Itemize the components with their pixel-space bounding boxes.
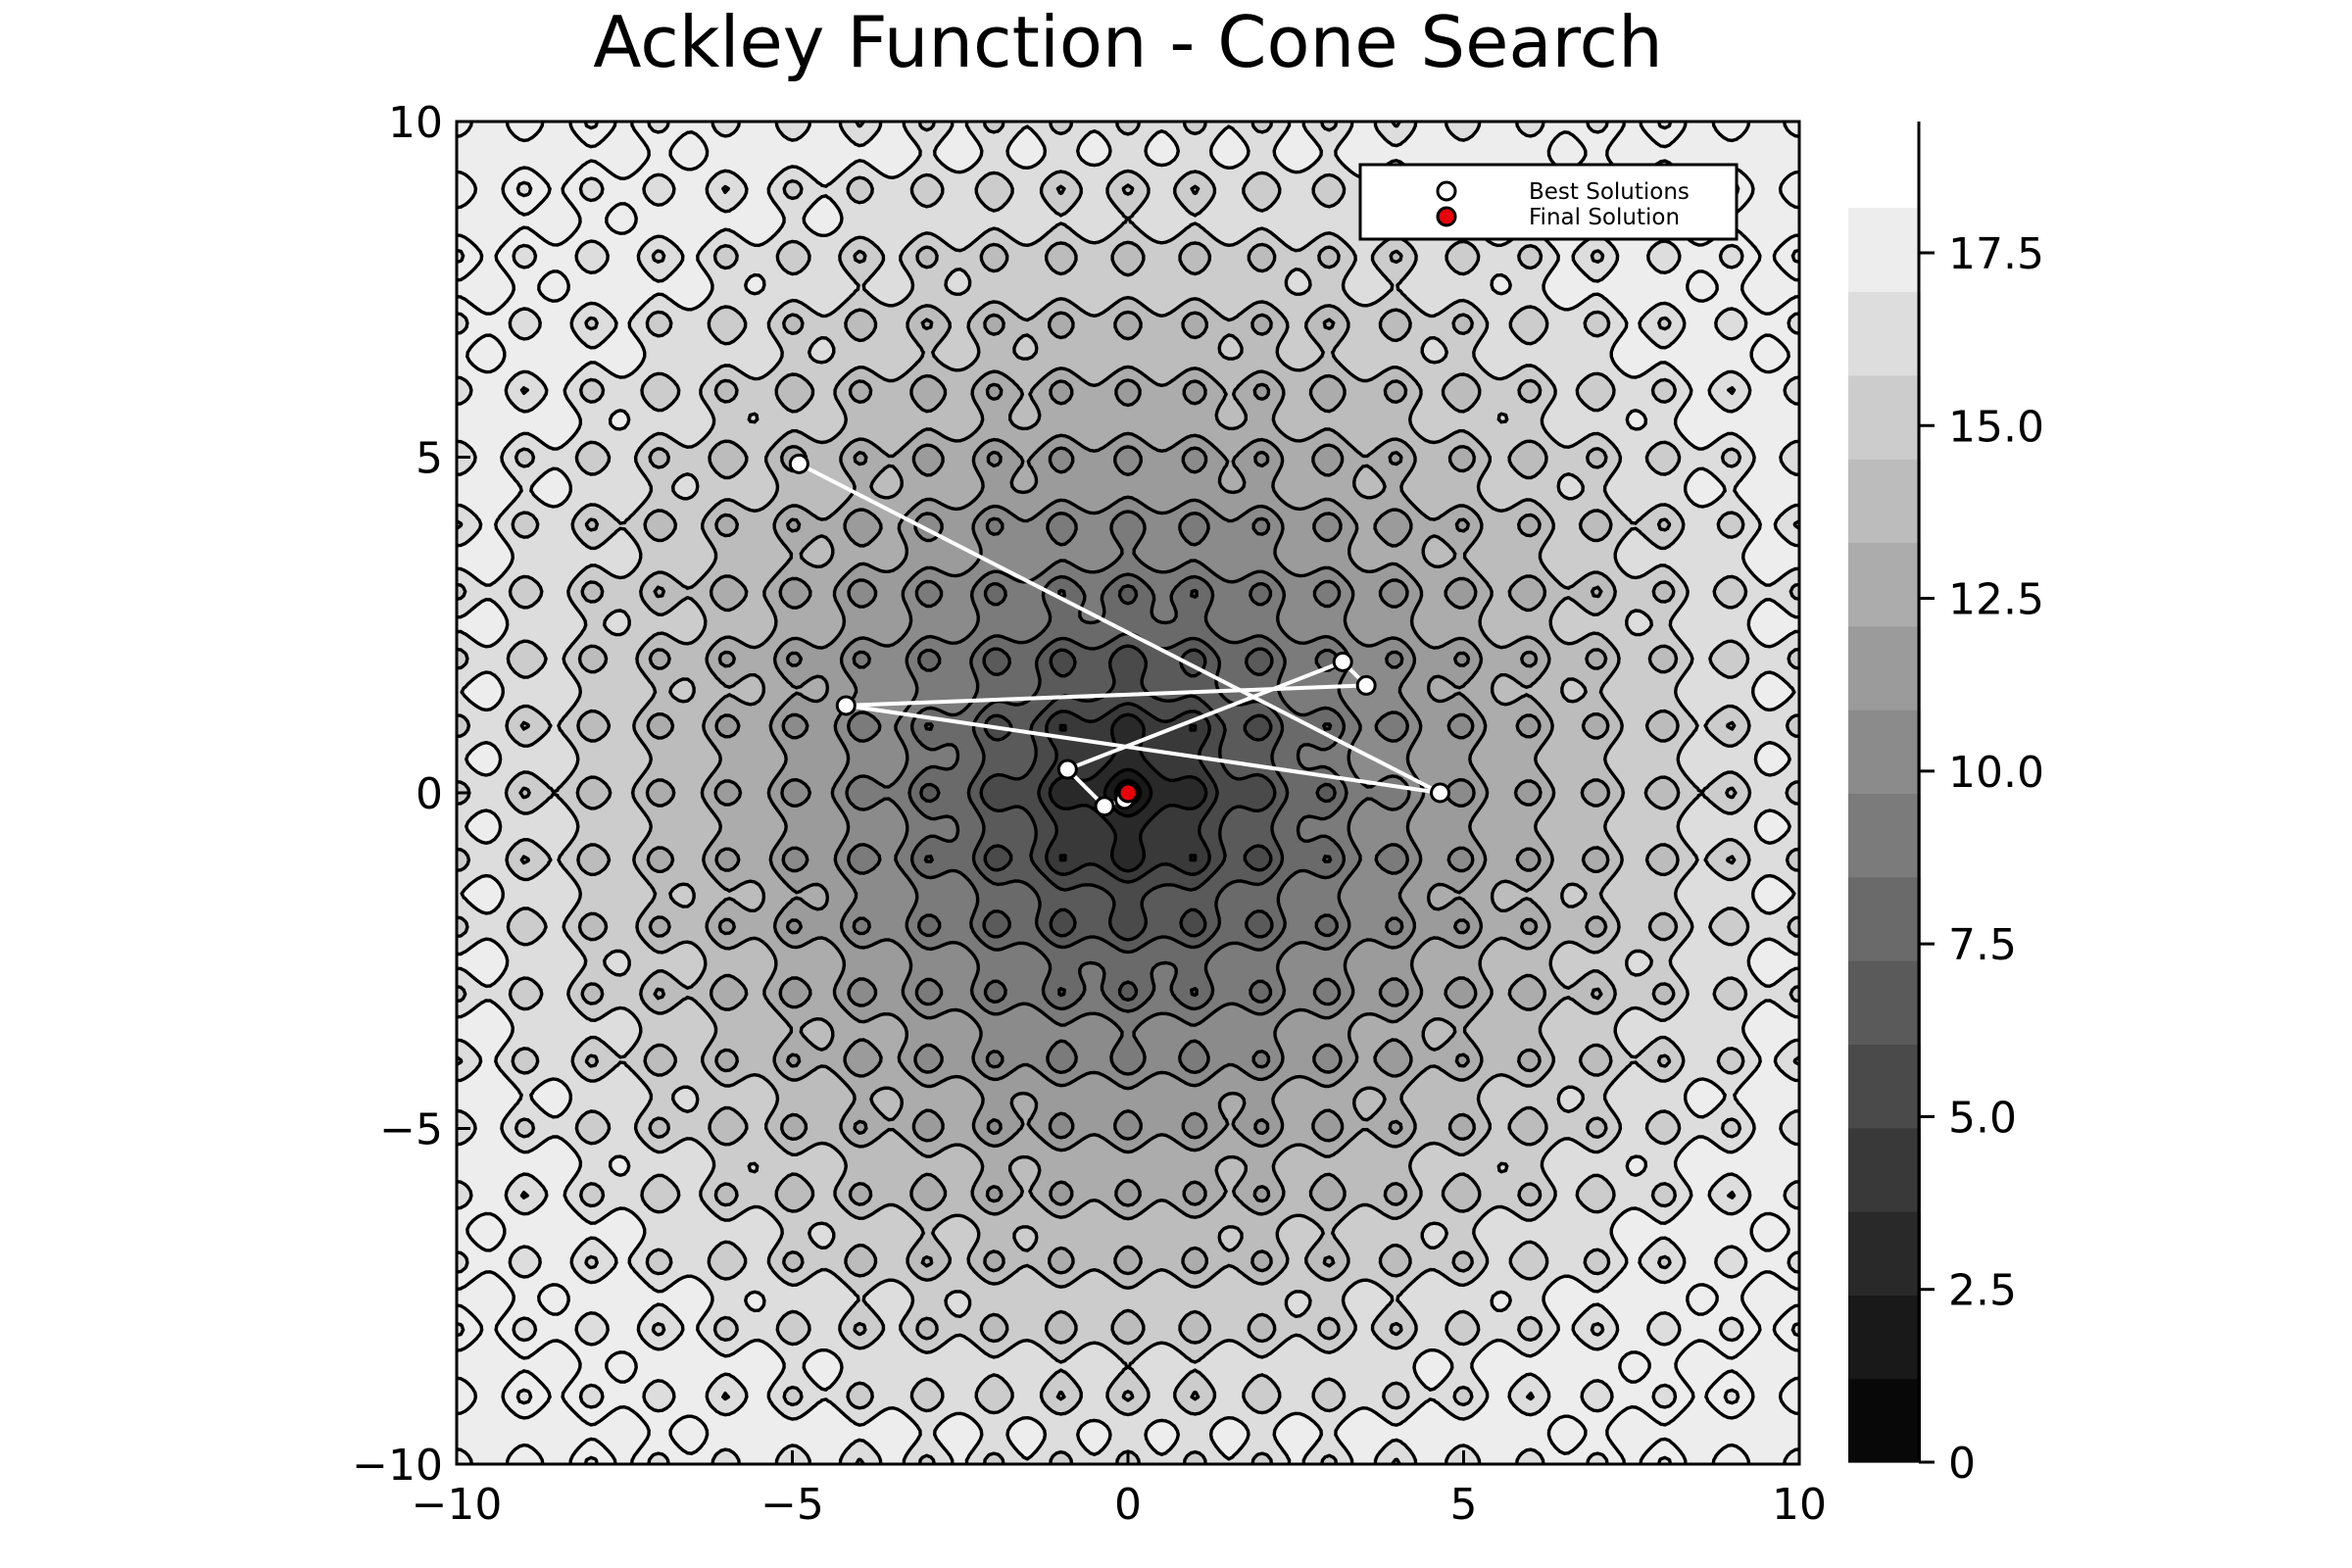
best-solution-point [835, 695, 857, 716]
x-tick-label: 0 [1114, 1480, 1142, 1530]
best-solution-point [1430, 782, 1451, 804]
legend-label-best: Best Solutions [1529, 179, 1690, 205]
contour-level [457, 122, 1799, 1464]
chart-title: Ackley Function - Cone Search [593, 1, 1663, 83]
contour-level [907, 572, 1348, 1013]
contour-level [713, 378, 1543, 1207]
colorbar-tick-label: 7.5 [1948, 920, 2017, 970]
colorbar-tick-label: 10.0 [1948, 748, 2044, 798]
best-solution-point [788, 453, 809, 474]
colorbar-band [1848, 876, 1921, 961]
contour-level [780, 445, 1476, 1141]
y-tick-label: −10 [352, 1441, 443, 1491]
x-axis: −10 −5 0 5 10 [412, 1450, 1827, 1530]
y-tick-label: 5 [416, 434, 443, 484]
colorbar-tick-label: 15.0 [1948, 402, 2044, 452]
x-tick-label: −10 [412, 1480, 503, 1530]
colorbar-tick-label: 5.0 [1948, 1093, 2017, 1143]
legend-marker-best [1436, 180, 1457, 202]
colorbar-tick-label: 2.5 [1948, 1266, 2017, 1316]
colorbar-band [1848, 1127, 1921, 1212]
colorbar-band [1848, 208, 1921, 293]
colorbar-band [1848, 960, 1921, 1045]
legend-box [1358, 163, 1739, 241]
colorbar-band [1848, 291, 1921, 376]
colorbar-band [1848, 793, 1921, 878]
final-solution-point [1117, 782, 1139, 804]
contour-lines [457, 122, 1799, 1464]
colorbar-band [1848, 1378, 1921, 1463]
x-tick-label: 10 [1772, 1480, 1827, 1530]
plot-area [455, 120, 1801, 1466]
x-tick-label: −5 [760, 1480, 824, 1530]
colorbar-tick-label: 17.5 [1948, 229, 2044, 279]
y-tick-label: 10 [388, 98, 443, 148]
contour-level [518, 183, 1738, 1402]
legend-label-final: Final Solution [1529, 205, 1680, 230]
best-solution-point [1056, 759, 1078, 780]
colorbar-tick-label: 0 [1948, 1439, 1976, 1489]
legend-marker-final [1436, 206, 1457, 227]
colorbar-tick-label: 12.5 [1948, 575, 2044, 625]
colorbar-band [1848, 1211, 1921, 1296]
best-solution-point [1332, 651, 1353, 672]
colorbar-band [1848, 542, 1921, 627]
contour-level [457, 122, 1799, 1464]
best-solution-point [1355, 674, 1377, 696]
colorbar-band [1848, 374, 1921, 460]
colorbar-band [1848, 625, 1921, 710]
legend: Best Solutions Final Solution [1358, 163, 1739, 241]
y-tick-label: −5 [379, 1105, 443, 1155]
colorbar-band [1848, 710, 1921, 795]
solution-points [788, 453, 1451, 817]
contour-level [1048, 712, 1208, 873]
x-tick-label: 5 [1450, 1480, 1478, 1530]
colorbar-band [1848, 1295, 1921, 1380]
colorbar-band [1848, 459, 1921, 544]
colorbar: 0 2.5 5.0 7.5 10.0 12.5 15.0 17.5 [1848, 122, 2044, 1489]
contour-level [645, 310, 1611, 1276]
contour-level [845, 510, 1411, 1076]
y-tick-label: 0 [416, 769, 443, 819]
best-solution-point [1094, 796, 1115, 817]
colorbar-band [1848, 1044, 1921, 1129]
y-axis: −10 −5 0 5 10 [352, 98, 470, 1491]
